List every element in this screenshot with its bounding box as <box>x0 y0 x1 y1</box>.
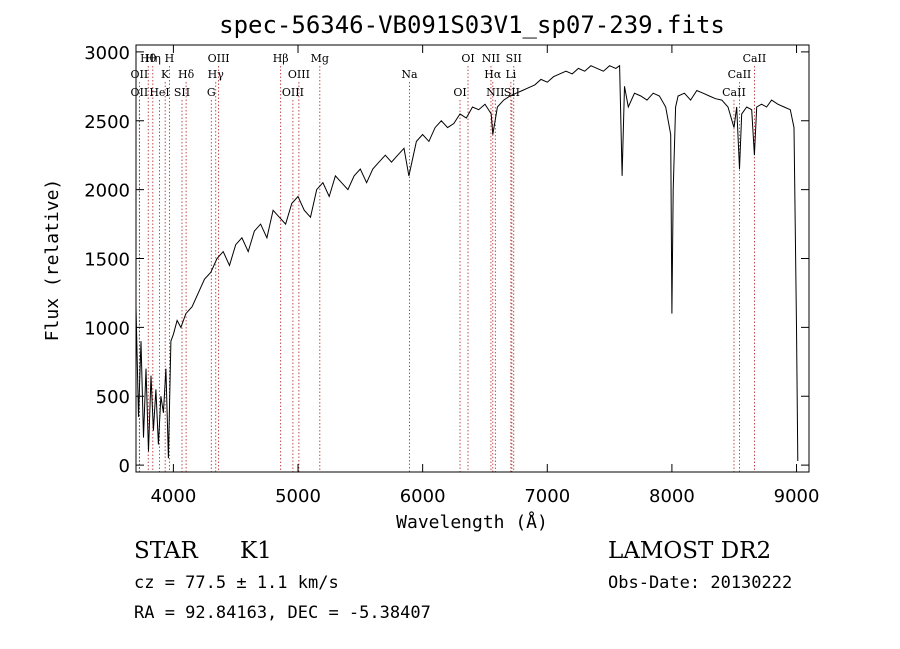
marker-label: K <box>161 68 170 81</box>
y-axis-ticks: 0 500 1000 1500 2000 2500 3000 <box>84 43 809 477</box>
x-tick-label: 8000 <box>649 486 695 507</box>
y-tick-label: 0 <box>119 456 130 477</box>
marker-label: OI <box>461 52 474 65</box>
y-tick-label: 3000 <box>84 43 130 64</box>
line-markers <box>138 66 755 472</box>
marker-label: OII <box>131 68 149 81</box>
x-axis-label: Wavelength (Å) <box>396 511 548 533</box>
marker-label: Na <box>401 68 418 81</box>
marker-label: Hη <box>145 52 161 65</box>
marker-label: H <box>165 52 175 65</box>
marker-label: SII <box>504 86 520 99</box>
marker-label: Hγ <box>208 68 225 81</box>
marker-label: CaII <box>743 52 767 65</box>
y-tick-label: 500 <box>96 387 130 408</box>
y-tick-label: 2000 <box>84 181 130 202</box>
marker-label: HeI <box>149 86 169 99</box>
line-marker-labels: HθOIIOIIHηKHeIHHδSIIOIIIHγGHβOIIIOIIIMgN… <box>131 52 767 99</box>
x-tick-label: 7000 <box>524 486 570 507</box>
marker-label: OIII <box>288 68 310 81</box>
x-axis-ticks: 4000 5000 6000 7000 8000 9000 <box>150 45 819 507</box>
marker-label: CaII <box>728 68 752 81</box>
y-axis-label: Flux (relative) <box>42 179 63 342</box>
ra-dec: RA = 92.84163, DEC = -5.38407 <box>134 603 431 623</box>
spectrum-line <box>135 64 799 462</box>
plot-frame <box>135 44 810 473</box>
marker-label: OIII <box>208 52 230 65</box>
marker-label: Li <box>505 68 516 81</box>
y-tick-label: 1500 <box>84 250 130 271</box>
y-tick-label: 2500 <box>84 112 130 133</box>
x-tick-label: 9000 <box>774 486 820 507</box>
marker-label: Hθ <box>140 52 157 65</box>
marker-label: Mg <box>311 52 329 65</box>
marker-label: CaII <box>722 86 746 99</box>
marker-label: G <box>207 86 216 99</box>
x-tick-label: 6000 <box>400 486 446 507</box>
chart-title: spec-56346-VB091S03V1_sp07-239.fits <box>219 11 725 39</box>
marker-label: Hα <box>484 68 502 81</box>
marker-label: NII <box>482 52 500 65</box>
y-tick-label: 1000 <box>84 318 130 339</box>
marker-label: OII <box>131 86 149 99</box>
object-subclass: K1 <box>240 538 272 564</box>
survey-name: LAMOST DR2 <box>608 538 772 564</box>
x-tick-label: 4000 <box>150 486 196 507</box>
obs-date: Obs-Date: 20130222 <box>608 573 793 593</box>
marker-label: SII <box>506 52 522 65</box>
marker-label: Hβ <box>273 52 289 65</box>
marker-label: OI <box>453 86 466 99</box>
x-tick-label: 5000 <box>275 486 321 507</box>
object-class: STAR <box>134 538 198 564</box>
marker-label: SII <box>174 86 190 99</box>
marker-label: NII <box>486 86 504 99</box>
marker-label: OIII <box>282 86 304 99</box>
redshift-cz: cz = 77.5 ± 1.1 km/s <box>134 573 339 593</box>
marker-label: Hδ <box>178 68 195 81</box>
